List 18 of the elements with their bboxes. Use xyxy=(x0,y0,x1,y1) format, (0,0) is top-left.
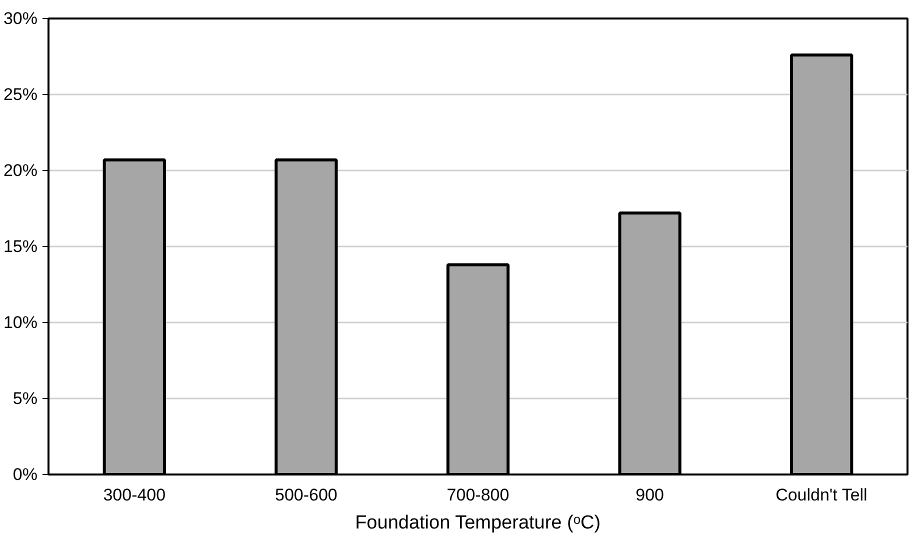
bar xyxy=(790,53,854,474)
x-tick-label: Couldn't Tell xyxy=(776,486,868,504)
x-tick-label: 300-400 xyxy=(103,486,166,504)
y-tick-label: 20% xyxy=(3,161,38,180)
x-axis-title: Foundation Temperature (ᵒC) xyxy=(355,512,601,534)
y-tick-label: 15% xyxy=(3,237,38,256)
x-tick-label: 700-800 xyxy=(446,486,510,504)
y-tick-label: 5% xyxy=(12,389,38,408)
y-tick-label: 0% xyxy=(12,465,38,484)
y-tick-label: 10% xyxy=(3,313,38,332)
x-tick-label: 900 xyxy=(636,486,664,504)
bar xyxy=(274,158,338,474)
bar xyxy=(618,212,682,474)
y-tick-label: 25% xyxy=(3,85,38,104)
bar xyxy=(102,158,166,474)
x-tick-label: 500-600 xyxy=(275,486,338,504)
y-tick-label: 30% xyxy=(3,9,38,28)
bar xyxy=(446,263,510,474)
